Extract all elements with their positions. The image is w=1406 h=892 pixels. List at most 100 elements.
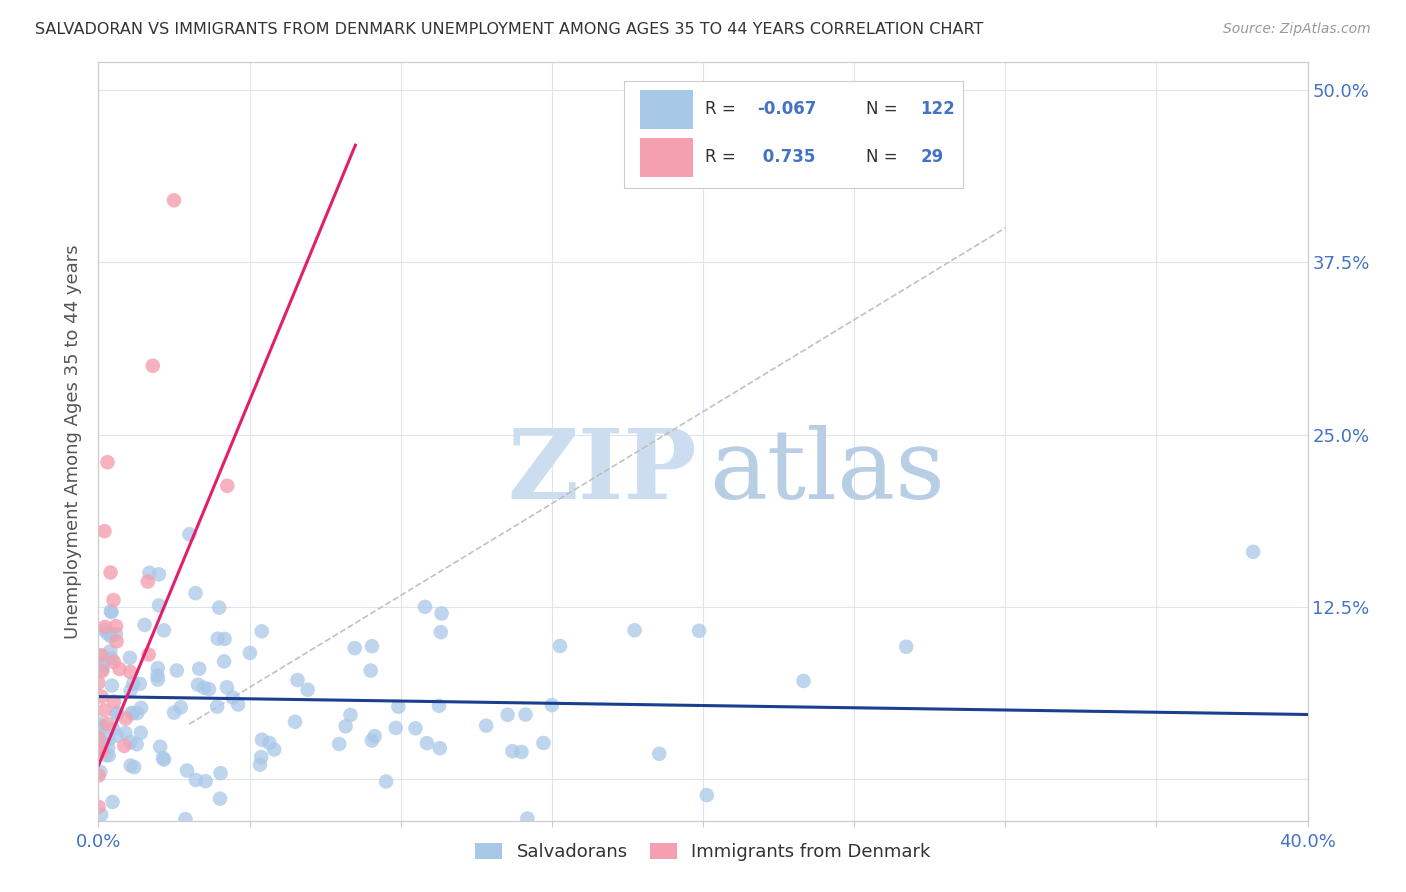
Y-axis label: Unemployment Among Ages 35 to 44 years: Unemployment Among Ages 35 to 44 years [65,244,83,639]
Point [328,737,350,751]
Point [207,632,229,646]
Point [214,632,236,646]
Point [360,664,382,678]
Point [96,455,118,469]
Point [205,699,228,714]
Point [193,681,215,695]
Point [136,574,159,589]
Point [100,604,122,618]
Point [89,716,111,731]
Point [427,698,450,713]
Point [163,706,186,720]
Point [90,807,112,822]
Point [101,679,124,693]
Point [179,527,201,541]
Point [149,739,172,754]
Point [387,699,409,714]
Point [187,678,209,692]
Point [105,634,128,648]
Point [122,760,145,774]
Point [152,751,174,765]
Point [93,524,115,538]
Point [93,623,115,637]
Point [100,629,122,643]
Point [90,664,112,678]
Point [1241,545,1264,559]
Point [212,654,235,668]
Point [87,768,110,782]
Point [93,703,115,717]
Point [516,812,538,826]
Text: N =: N = [866,148,903,166]
Point [384,721,406,735]
Point [101,795,124,809]
Point [97,748,120,763]
Text: ZIP: ZIP [508,425,697,519]
Point [122,676,145,690]
Point [93,737,115,751]
Point [138,566,160,580]
Point [239,646,262,660]
Text: 29: 29 [921,148,943,166]
Point [250,750,273,764]
FancyBboxPatch shape [640,137,693,177]
Point [120,735,142,749]
Point [146,661,169,675]
Point [90,648,112,663]
Point [548,639,571,653]
Point [105,706,128,721]
Point [184,586,207,600]
Point [429,741,451,756]
Point [90,733,112,747]
Point [91,662,114,676]
Point [360,733,382,747]
Point [90,722,112,736]
Text: SALVADORAN VS IMMIGRANTS FROM DENMARK UNEMPLOYMENT AMONG AGES 35 TO 44 YEARS COR: SALVADORAN VS IMMIGRANTS FROM DENMARK UN… [35,22,984,37]
Point [541,698,564,712]
Point [153,753,176,767]
Point [98,644,121,658]
Point [188,662,211,676]
Point [129,701,152,715]
Legend: Salvadorans, Immigrants from Denmark: Salvadorans, Immigrants from Denmark [468,836,938,869]
Point [103,655,125,669]
Point [146,668,169,682]
Point [91,657,114,672]
Text: -0.067: -0.067 [758,101,817,119]
Point [250,732,273,747]
Point [90,745,112,759]
Point [114,712,136,726]
Point [114,725,136,739]
Point [297,682,319,697]
Point [120,665,142,679]
Point [125,737,148,751]
Point [208,791,231,805]
Point [120,758,142,772]
Point [623,624,645,638]
Point [129,725,152,739]
Point [194,774,217,789]
Point [209,766,232,780]
Point [250,624,273,639]
Point [97,740,120,755]
Point [259,736,281,750]
Point [475,719,498,733]
Point [430,625,453,640]
Point [170,700,193,714]
Point [335,719,357,733]
Point [103,695,125,709]
Point [94,747,117,762]
Point [128,677,150,691]
Point [96,717,118,731]
Point [413,599,436,614]
FancyBboxPatch shape [640,90,693,129]
Point [97,732,120,747]
Text: 0.735: 0.735 [758,148,815,166]
Point [208,600,231,615]
Point [430,607,453,621]
Point [896,640,918,654]
Point [404,722,426,736]
Point [120,683,142,698]
Point [184,772,207,787]
Point [263,742,285,756]
